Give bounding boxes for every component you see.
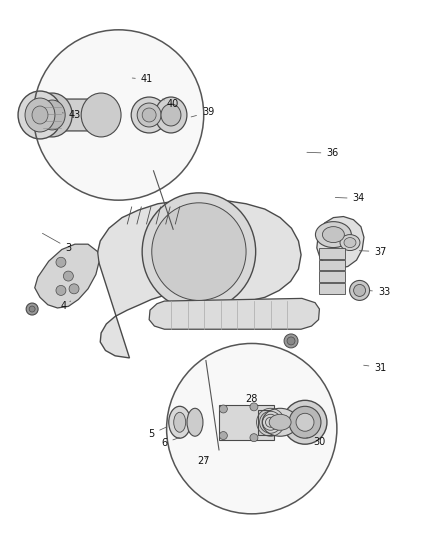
Text: 40: 40: [162, 99, 179, 109]
Text: 30: 30: [307, 437, 325, 447]
Ellipse shape: [219, 432, 227, 440]
Text: 33: 33: [370, 287, 390, 297]
PathPatch shape: [35, 99, 103, 131]
Ellipse shape: [187, 408, 203, 436]
Text: 37: 37: [359, 247, 387, 256]
Ellipse shape: [284, 334, 298, 348]
Ellipse shape: [29, 306, 35, 312]
Ellipse shape: [250, 403, 258, 411]
Ellipse shape: [142, 193, 256, 310]
Circle shape: [166, 343, 337, 514]
Ellipse shape: [174, 413, 186, 432]
Text: 34: 34: [336, 193, 365, 204]
Text: 31: 31: [364, 362, 387, 373]
PathPatch shape: [97, 199, 301, 358]
PathPatch shape: [219, 405, 274, 440]
Text: 5: 5: [148, 427, 166, 439]
Ellipse shape: [219, 405, 227, 413]
Ellipse shape: [32, 93, 72, 137]
Ellipse shape: [56, 257, 66, 267]
Ellipse shape: [161, 104, 181, 126]
Ellipse shape: [25, 98, 55, 132]
Text: 43: 43: [62, 110, 81, 120]
Ellipse shape: [287, 337, 295, 345]
Ellipse shape: [39, 100, 65, 130]
Ellipse shape: [315, 222, 351, 247]
Ellipse shape: [142, 108, 156, 122]
Ellipse shape: [56, 286, 66, 295]
Text: 39: 39: [191, 107, 214, 117]
Ellipse shape: [344, 238, 356, 247]
Text: 28: 28: [246, 394, 258, 405]
Text: 4: 4: [61, 301, 71, 311]
Ellipse shape: [169, 406, 191, 438]
Ellipse shape: [340, 235, 360, 251]
FancyBboxPatch shape: [319, 260, 345, 270]
Ellipse shape: [26, 303, 38, 315]
Ellipse shape: [18, 91, 62, 139]
FancyBboxPatch shape: [319, 283, 345, 294]
FancyBboxPatch shape: [319, 248, 345, 259]
Ellipse shape: [262, 408, 298, 436]
Text: 3: 3: [42, 233, 71, 253]
Ellipse shape: [69, 284, 79, 294]
Ellipse shape: [289, 406, 321, 438]
Text: 41: 41: [132, 75, 153, 84]
Ellipse shape: [283, 400, 327, 444]
Ellipse shape: [81, 93, 121, 137]
Ellipse shape: [137, 103, 161, 127]
Ellipse shape: [131, 97, 167, 133]
Ellipse shape: [250, 434, 258, 442]
Ellipse shape: [269, 414, 291, 430]
FancyBboxPatch shape: [319, 271, 345, 282]
Text: 6: 6: [161, 438, 179, 448]
Ellipse shape: [155, 97, 187, 133]
Ellipse shape: [322, 227, 344, 243]
PathPatch shape: [258, 409, 285, 435]
Ellipse shape: [32, 106, 48, 124]
PathPatch shape: [317, 216, 364, 269]
Ellipse shape: [64, 271, 73, 281]
Circle shape: [33, 30, 204, 200]
PathPatch shape: [35, 244, 99, 308]
Text: 27: 27: [198, 456, 210, 465]
Ellipse shape: [152, 203, 246, 301]
PathPatch shape: [149, 298, 319, 329]
Text: 36: 36: [307, 148, 339, 158]
Ellipse shape: [353, 285, 366, 296]
Ellipse shape: [296, 413, 314, 431]
Ellipse shape: [350, 280, 370, 301]
